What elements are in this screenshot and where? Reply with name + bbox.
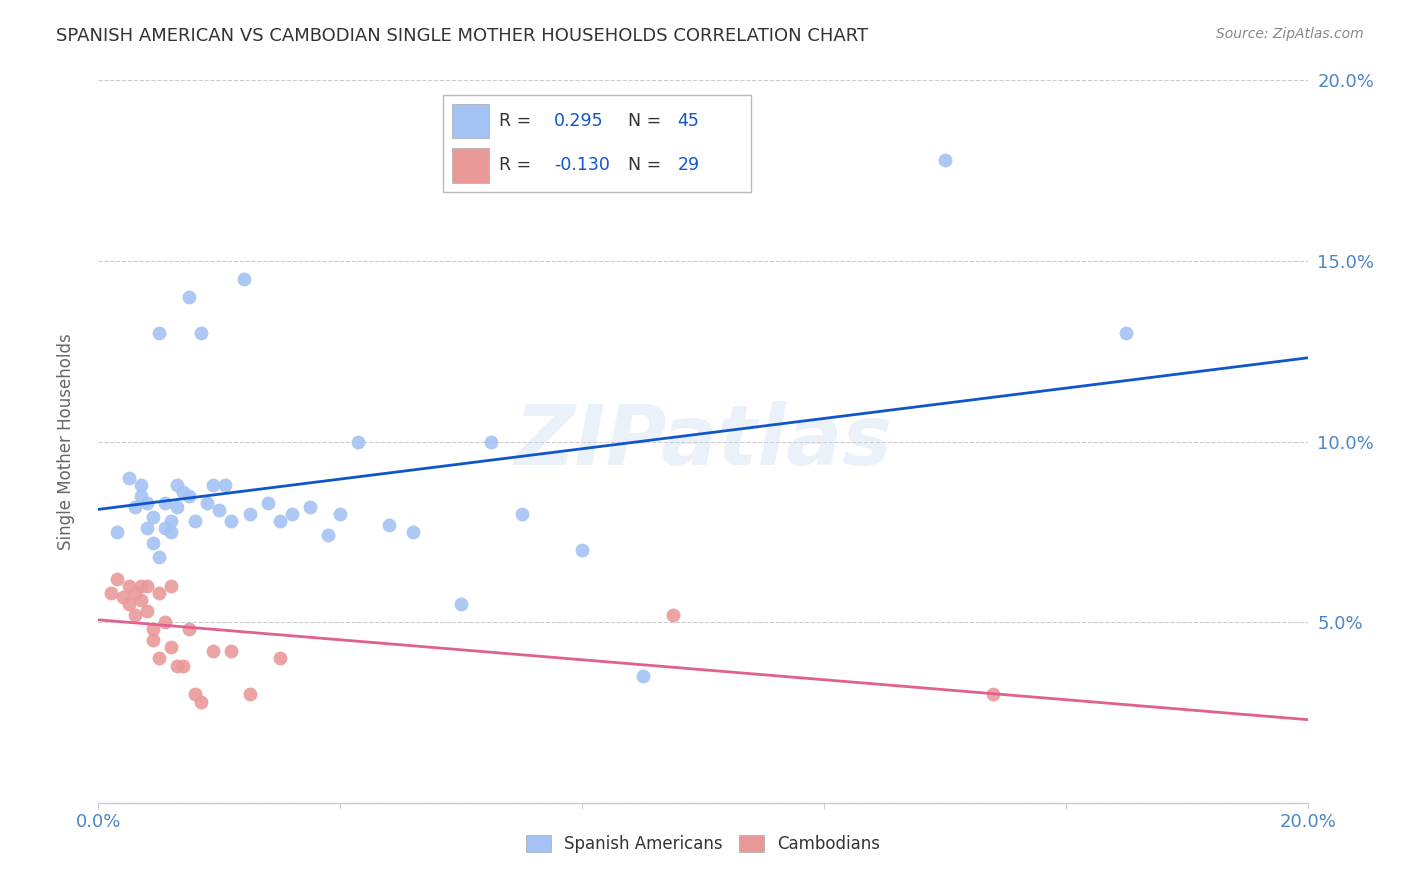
Point xyxy=(179,623,201,637)
Point xyxy=(142,623,165,637)
Point xyxy=(184,687,207,701)
Point xyxy=(100,586,122,600)
Point xyxy=(256,496,278,510)
Point xyxy=(148,586,170,600)
Point xyxy=(208,503,231,517)
Point xyxy=(184,514,207,528)
Point xyxy=(269,651,291,665)
Point xyxy=(450,597,472,611)
Point xyxy=(190,695,212,709)
Point xyxy=(195,496,218,510)
Point xyxy=(111,590,134,604)
Point xyxy=(202,478,225,492)
Point xyxy=(129,579,152,593)
Point xyxy=(160,579,183,593)
Point xyxy=(160,514,183,528)
Text: ZIPatlas: ZIPatlas xyxy=(515,401,891,482)
Point xyxy=(269,514,291,528)
Point xyxy=(232,272,254,286)
Point xyxy=(129,593,152,607)
Point xyxy=(179,489,201,503)
Point xyxy=(129,478,152,492)
Point xyxy=(124,500,146,514)
Point xyxy=(239,507,262,521)
Point xyxy=(153,615,176,630)
Point xyxy=(510,507,533,521)
Point xyxy=(135,579,157,593)
Point xyxy=(124,607,146,622)
Point xyxy=(299,500,322,514)
Point xyxy=(281,507,304,521)
Point xyxy=(148,651,170,665)
Point xyxy=(166,658,188,673)
Point xyxy=(118,597,141,611)
Point xyxy=(1115,326,1137,340)
Point xyxy=(124,586,146,600)
Point xyxy=(214,478,236,492)
Point xyxy=(981,687,1004,701)
Point xyxy=(153,496,176,510)
Point xyxy=(571,542,593,557)
Point xyxy=(105,524,128,539)
Point xyxy=(631,669,654,683)
Point xyxy=(148,550,170,565)
Point xyxy=(172,485,194,500)
Point xyxy=(402,524,425,539)
Point xyxy=(105,572,128,586)
Point xyxy=(377,517,399,532)
Point xyxy=(153,521,176,535)
Point xyxy=(329,507,352,521)
Y-axis label: Single Mother Households: Single Mother Households xyxy=(56,334,75,549)
Point xyxy=(148,326,170,340)
Point xyxy=(135,604,157,618)
Point xyxy=(129,489,152,503)
Point xyxy=(142,510,165,524)
Point xyxy=(481,434,503,449)
Point xyxy=(166,500,188,514)
Point xyxy=(239,687,262,701)
Point xyxy=(316,528,339,542)
Point xyxy=(118,471,141,485)
Point xyxy=(661,607,683,622)
Point xyxy=(135,521,157,535)
Text: Source: ZipAtlas.com: Source: ZipAtlas.com xyxy=(1216,27,1364,41)
Text: SPANISH AMERICAN VS CAMBODIAN SINGLE MOTHER HOUSEHOLDS CORRELATION CHART: SPANISH AMERICAN VS CAMBODIAN SINGLE MOT… xyxy=(56,27,869,45)
Point xyxy=(142,633,165,648)
Point xyxy=(934,153,956,167)
Point xyxy=(190,326,212,340)
Point xyxy=(221,644,243,658)
Point xyxy=(160,640,183,655)
Point xyxy=(135,496,157,510)
Point xyxy=(160,524,183,539)
Point xyxy=(347,434,370,449)
Point xyxy=(172,658,194,673)
Point xyxy=(118,579,141,593)
Point xyxy=(142,535,165,549)
Legend: Spanish Americans, Cambodians: Spanish Americans, Cambodians xyxy=(519,828,887,860)
Point xyxy=(166,478,188,492)
Point xyxy=(202,644,225,658)
Point xyxy=(179,290,201,304)
Point xyxy=(221,514,243,528)
